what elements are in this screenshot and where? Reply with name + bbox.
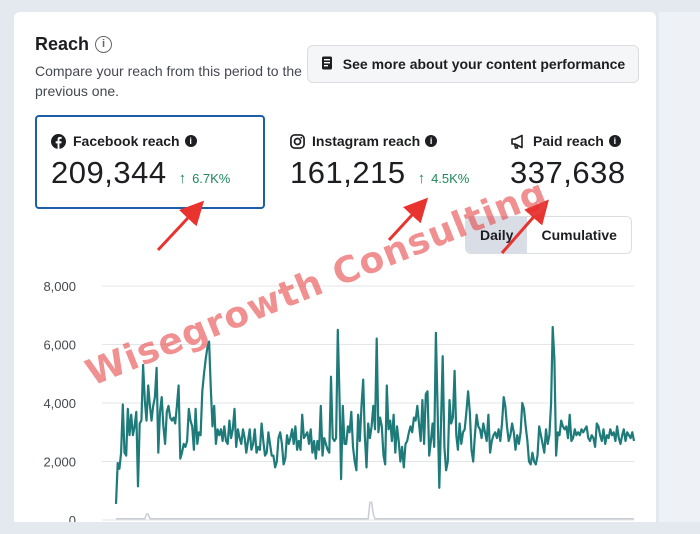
facebook-reach-change: ↑ 6.7K% — [179, 170, 231, 187]
info-icon[interactable]: i — [425, 135, 438, 147]
y-tick-label: 0 — [69, 513, 76, 522]
info-icon[interactable]: i — [608, 135, 621, 147]
info-icon[interactable]: i — [95, 36, 113, 53]
facebook-reach-change-value: 6.7K% — [192, 171, 231, 186]
instagram-reach-label: Instagram reach — [312, 133, 421, 149]
y-tick-label: 6,000 — [43, 338, 76, 353]
paid-reach-value: 337,638 — [510, 155, 626, 190]
instagram-icon — [290, 133, 305, 149]
instagram-reach-change: ↑ 4.5K% — [418, 170, 470, 187]
metric-facebook-reach[interactable]: Facebook reach i 209,344 ↑ 6.7K% — [35, 115, 265, 209]
reach-title-row: Reach i — [35, 34, 113, 55]
info-icon[interactable]: i — [184, 135, 197, 147]
y-tick-label: 4,000 — [43, 396, 76, 411]
facebook-reach-label: Facebook reach — [73, 133, 180, 149]
arrow-up-icon: ↑ — [178, 170, 187, 187]
reach-card: Reach i Compare your reach from this per… — [14, 12, 656, 522]
megaphone-icon — [510, 134, 526, 149]
y-tick-label: 2,000 — [43, 455, 76, 470]
instagram-reach-change-value: 4.5K% — [431, 171, 470, 186]
reach-title: Reach — [35, 34, 90, 54]
metric-instagram-reach[interactable]: Instagram reach i 161,215 ↑ 4.5K% — [276, 115, 476, 209]
arrow-up-icon: ↑ — [417, 170, 426, 187]
series-line-previous — [116, 501, 634, 520]
facebook-reach-value: 209,344 — [51, 155, 167, 190]
facebook-icon — [51, 133, 66, 149]
content-performance-label: See more about your content performance — [342, 56, 626, 72]
metric-paid-reach[interactable]: Paid reach i 337,638 — [496, 115, 646, 209]
instagram-reach-value: 161,215 — [290, 155, 406, 190]
paid-reach-label: Paid reach — [533, 133, 604, 149]
reach-line-chart: 0 2,000 4,000 6,000 8,000 — [43, 279, 636, 522]
reach-subtitle: Compare your reach from this period to t… — [35, 63, 302, 99]
document-icon — [321, 56, 333, 73]
series-line-current — [114, 325, 636, 504]
page-side-panel — [659, 12, 700, 522]
content-performance-button[interactable]: See more about your content performance — [307, 45, 639, 83]
y-tick-label: 8,000 — [43, 279, 76, 294]
